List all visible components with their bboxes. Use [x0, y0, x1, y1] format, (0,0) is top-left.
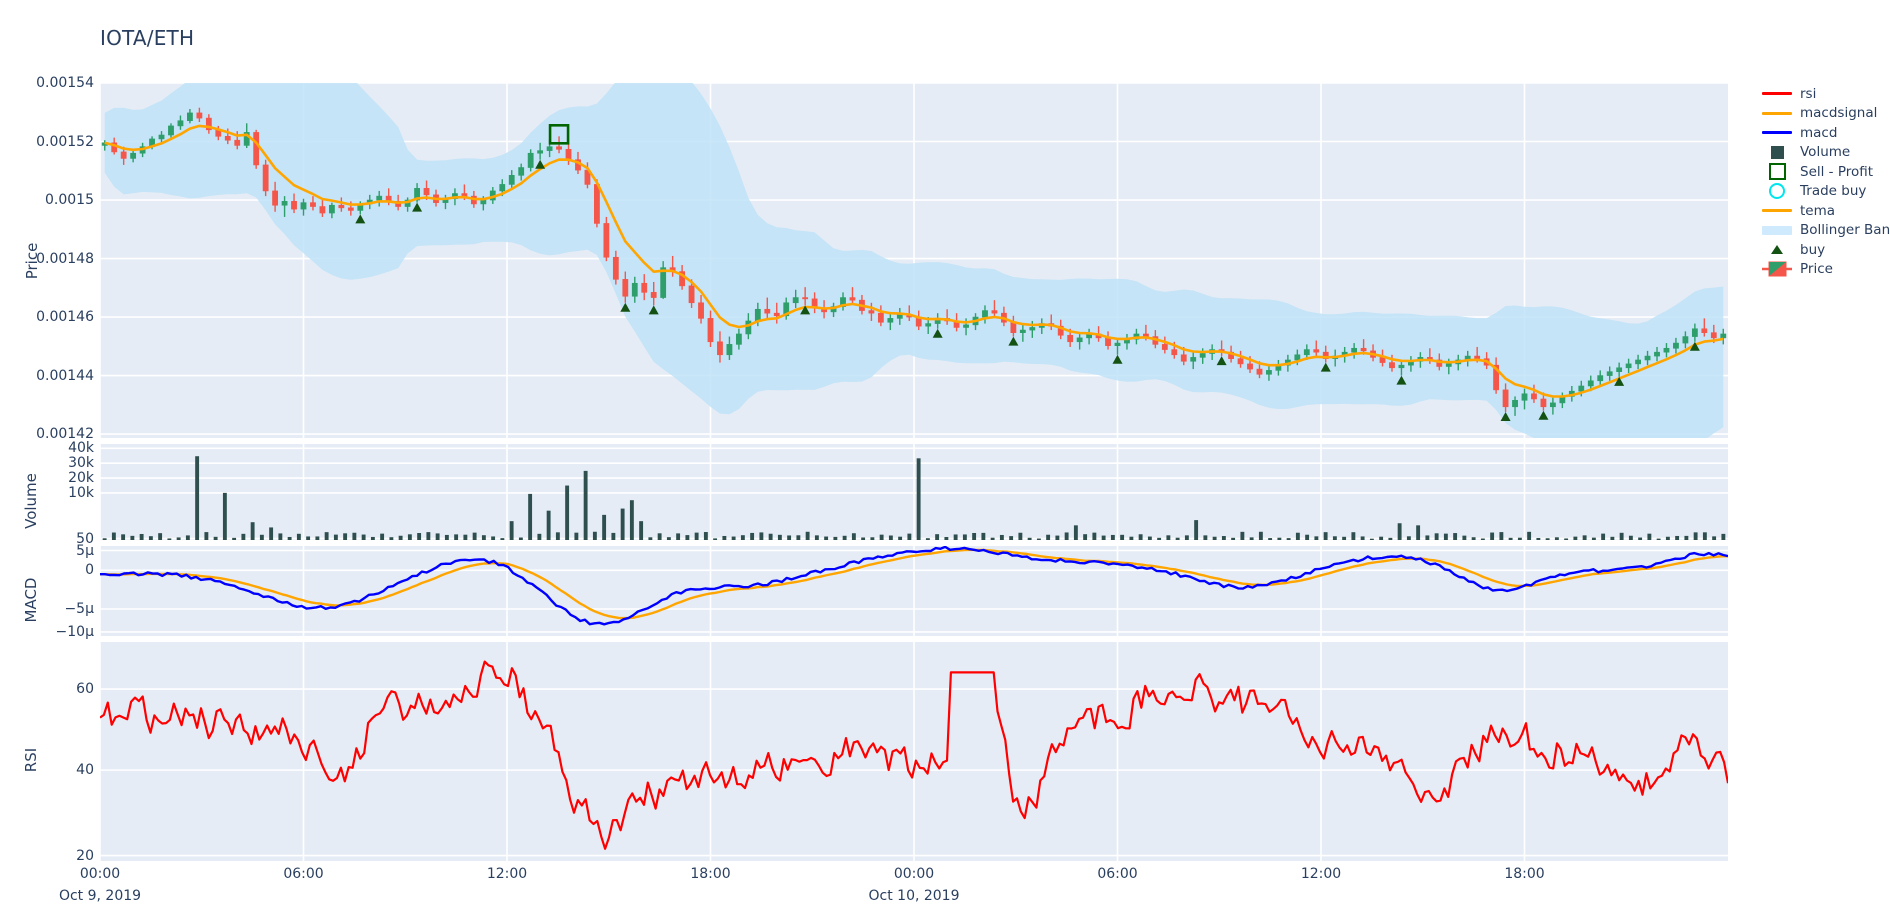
- xtick-label: 12:00: [1300, 866, 1342, 882]
- ytick-label: 0: [85, 562, 94, 579]
- legend-item-buy[interactable]: buy: [1760, 240, 1890, 260]
- xtick-label: 00:00: [893, 866, 935, 882]
- xtick-date-label: Oct 9, 2019: [58, 888, 142, 904]
- ytick-label: 0.0015: [45, 192, 94, 209]
- xtick-label: 12:00: [486, 866, 528, 882]
- line-icon: [1760, 84, 1794, 103]
- xtick-label: 18:00: [1504, 866, 1545, 882]
- circle-open-icon: [1760, 182, 1794, 201]
- ytick-label: 20: [76, 847, 94, 864]
- rsi-plot: [100, 642, 1728, 861]
- legend-item-volume[interactable]: Volume: [1760, 143, 1890, 163]
- ytick-label: 0.00146: [36, 309, 94, 326]
- legend-item-macdsignal[interactable]: macdsignal: [1760, 104, 1890, 124]
- legend-item-rsi[interactable]: rsi: [1760, 84, 1890, 104]
- xtick-label: 18:00: [690, 866, 731, 882]
- chart-legend: rsi macdsignal macd Volume Sell - Profit Trad…: [1760, 84, 1890, 279]
- xtick-label: 00:00: [79, 866, 121, 882]
- triangle-icon: [1760, 240, 1794, 259]
- candle-icon: [1760, 260, 1794, 279]
- xtick-date-label: Oct 10, 2019: [868, 888, 960, 904]
- ytick-label: 60: [76, 681, 94, 698]
- macd-plot: [100, 546, 1728, 636]
- legend-item-label: Volume: [1800, 144, 1851, 161]
- band-icon: [1760, 221, 1794, 240]
- macd-axis-title: MACD: [22, 577, 40, 623]
- square-open-icon: [1760, 162, 1794, 181]
- ytick-label: 20k: [68, 470, 94, 487]
- legend-item-macd[interactable]: macd: [1760, 123, 1890, 143]
- ytick-label: 10k: [68, 484, 94, 501]
- legend-item-trade-buy[interactable]: Trade buy: [1760, 182, 1890, 202]
- ytick-label: 30k: [68, 455, 94, 472]
- legend-item-label: Sell - Profit: [1800, 163, 1874, 180]
- ytick-label: 0.00144: [36, 367, 94, 384]
- page-title: IOTA/ETH: [100, 26, 195, 50]
- ytick-label: 5µ: [76, 542, 94, 559]
- legend-item-label: Trade buy: [1800, 183, 1867, 200]
- ytick-label: 0.00142: [36, 426, 94, 443]
- legend-item-tema[interactable]: tema: [1760, 201, 1890, 221]
- ytick-label: 40k: [68, 440, 94, 457]
- legend-item-label: tema: [1800, 202, 1836, 219]
- rsi-axis-title: RSI: [22, 747, 40, 773]
- volume-axis-title: Volume: [22, 473, 40, 529]
- xaxis-tick-group: 00:00 06:00 12:00 18:00 00:00 06:00 12:00 18:00…: [0, 866, 1890, 906]
- ytick-label: 40: [76, 762, 94, 779]
- line-icon: [1760, 201, 1794, 220]
- legend-item-label: Bollinger Band: [1800, 222, 1890, 239]
- legend-item-price[interactable]: Price: [1760, 260, 1890, 280]
- legend-item-label: macdsignal: [1800, 105, 1878, 122]
- xtick-label: 06:00: [1097, 866, 1138, 882]
- price-panel: [100, 83, 1728, 438]
- volume-panel: [100, 444, 1728, 540]
- ytick-label: −5µ: [64, 601, 94, 617]
- xtick-label: 06:00: [283, 866, 324, 882]
- legend-item-sell-profit[interactable]: Sell - Profit: [1760, 162, 1890, 182]
- ytick-label: 0.00148: [36, 250, 94, 267]
- legend-item-label: rsi: [1800, 85, 1817, 102]
- ytick-label: 0.00154: [36, 75, 94, 91]
- price-plot: [100, 83, 1728, 438]
- rsi-panel: [100, 642, 1728, 861]
- legend-item-label: Price: [1800, 261, 1833, 278]
- macd-panel: [100, 546, 1728, 636]
- legend-item-label: buy: [1800, 241, 1826, 258]
- ytick-label: −10µ: [55, 623, 94, 640]
- line-icon: [1760, 123, 1794, 142]
- legend-item-label: macd: [1800, 124, 1838, 141]
- ytick-label: 50: [76, 530, 94, 547]
- legend-item-bollinger-band[interactable]: Bollinger Band: [1760, 221, 1890, 241]
- square-icon: [1760, 143, 1794, 162]
- line-icon: [1760, 104, 1794, 123]
- ytick-label: 0.00152: [36, 133, 94, 150]
- volume-plot: [100, 444, 1728, 540]
